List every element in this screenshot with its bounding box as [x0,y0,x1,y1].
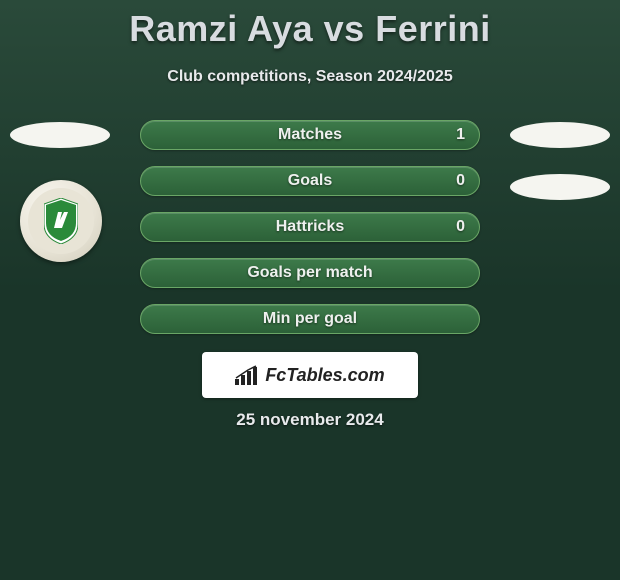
brand-watermark: FcTables.com [202,352,418,398]
page-title: Ramzi Aya vs Ferrini [0,0,620,50]
player-left-placeholder [10,122,110,148]
stat-label: Goals per match [247,264,372,282]
stat-row-hattricks: Hattricks 0 [140,212,480,242]
club-badge [20,180,102,262]
player-right-placeholder [510,122,610,148]
stat-label: Matches [278,126,342,144]
stat-row-goals-per-match: Goals per match [140,258,480,288]
stat-value-right: 0 [456,218,465,236]
date-text: 25 november 2024 [0,410,620,430]
stat-row-goals: Goals 0 [140,166,480,196]
stat-row-matches: Matches 1 [140,120,480,150]
stats-table: Matches 1 Goals 0 Hattricks 0 Goals per … [140,120,480,350]
stat-value-right: 1 [456,126,465,144]
shield-icon [44,198,78,244]
stat-label: Min per goal [263,310,357,328]
stat-value-right: 0 [456,172,465,190]
brand-text: FcTables.com [265,365,384,386]
stat-label: Goals [288,172,332,190]
page-subtitle: Club competitions, Season 2024/2025 [0,68,620,86]
bar-chart-icon [235,365,259,385]
player-right-placeholder-2 [510,174,610,200]
stat-label: Hattricks [276,218,344,236]
stat-row-min-per-goal: Min per goal [140,304,480,334]
